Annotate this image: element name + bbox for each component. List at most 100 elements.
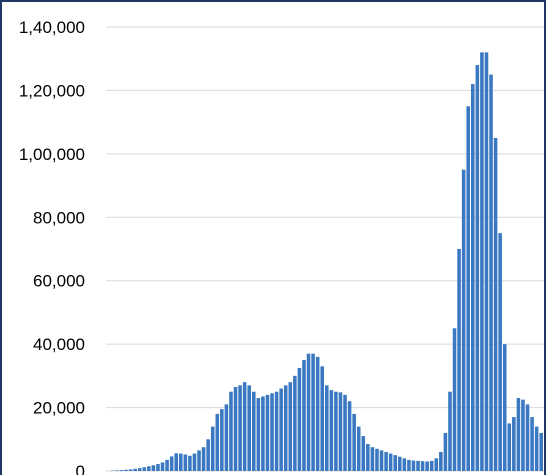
bar xyxy=(238,385,242,471)
bar xyxy=(338,392,343,471)
bar xyxy=(475,65,480,471)
bar xyxy=(452,328,457,471)
bar xyxy=(484,52,489,472)
y-tick-label: 60,000 xyxy=(33,272,85,291)
bar xyxy=(306,353,311,471)
gridlines xyxy=(106,26,544,472)
bar xyxy=(297,367,302,471)
bar xyxy=(329,390,334,471)
bar xyxy=(192,453,197,471)
y-tick-label: 20,000 xyxy=(33,399,85,418)
bar xyxy=(411,460,416,471)
bar xyxy=(393,455,397,471)
bar xyxy=(480,52,484,472)
bar xyxy=(448,391,452,471)
bar xyxy=(270,393,274,471)
bar xyxy=(334,391,338,471)
bar xyxy=(539,432,543,471)
bar xyxy=(165,459,169,471)
bar xyxy=(512,417,516,471)
bar xyxy=(206,439,210,471)
bar xyxy=(302,360,306,471)
bar xyxy=(242,382,247,471)
bar xyxy=(429,460,434,471)
bar xyxy=(147,466,151,471)
bar xyxy=(183,454,188,471)
bar xyxy=(347,401,352,471)
bar xyxy=(156,464,160,471)
bar xyxy=(434,458,439,471)
bar xyxy=(247,385,251,471)
bar xyxy=(119,470,124,471)
bar xyxy=(197,450,201,471)
bar xyxy=(252,391,256,471)
bar xyxy=(343,394,347,471)
bar xyxy=(315,356,320,471)
bar xyxy=(398,456,402,471)
bar xyxy=(356,426,361,471)
bar xyxy=(128,469,133,471)
bar xyxy=(457,249,461,471)
bar xyxy=(320,366,324,471)
bar xyxy=(525,404,530,471)
bar xyxy=(388,453,393,471)
bar xyxy=(256,398,261,471)
bar xyxy=(210,426,215,471)
bar xyxy=(516,398,521,471)
bar xyxy=(137,468,142,471)
bar xyxy=(233,386,238,471)
bar xyxy=(352,413,356,471)
bar xyxy=(124,469,128,471)
bar xyxy=(151,465,156,471)
bar xyxy=(288,382,293,471)
bar-series xyxy=(110,52,543,472)
bar xyxy=(142,467,147,471)
bar xyxy=(402,458,407,471)
bar xyxy=(498,233,502,471)
y-tick-label: 1,40,000 xyxy=(19,18,85,37)
bar xyxy=(220,409,224,471)
bar xyxy=(407,459,411,471)
y-tick-label: 1,20,000 xyxy=(19,81,85,100)
bar xyxy=(502,344,507,471)
y-tick-label: 80,000 xyxy=(33,208,85,227)
bar xyxy=(416,460,420,471)
bar xyxy=(420,461,425,471)
bar xyxy=(179,453,183,471)
bar xyxy=(425,461,429,471)
bar xyxy=(466,106,470,471)
bar xyxy=(461,169,466,471)
bar xyxy=(493,138,498,471)
bar xyxy=(370,447,375,471)
bar xyxy=(174,453,178,471)
y-tick-label: 40,000 xyxy=(33,335,85,354)
bar xyxy=(325,385,329,471)
bar xyxy=(293,375,297,471)
bar xyxy=(507,423,512,471)
bar xyxy=(534,426,539,471)
bar xyxy=(375,448,379,471)
bar xyxy=(311,353,315,471)
bar xyxy=(201,447,206,471)
bar xyxy=(188,455,192,471)
bar xyxy=(361,436,366,471)
y-axis-tick-labels: 0 20,000 40,000 60,000 80,000 1,00,000 1,20,00… xyxy=(19,18,85,475)
bar xyxy=(384,451,388,471)
bar xyxy=(215,413,220,471)
y-tick-label: 0 xyxy=(76,462,85,475)
bar xyxy=(471,84,475,471)
bar xyxy=(379,450,384,471)
bar xyxy=(229,391,233,471)
bar xyxy=(443,432,448,471)
bar xyxy=(521,399,525,471)
bar xyxy=(133,468,137,471)
bar xyxy=(274,391,279,471)
bar xyxy=(366,444,370,471)
bar xyxy=(169,456,174,471)
bar xyxy=(530,417,534,471)
bar xyxy=(283,385,288,471)
bar xyxy=(489,74,493,471)
bar xyxy=(439,451,443,471)
